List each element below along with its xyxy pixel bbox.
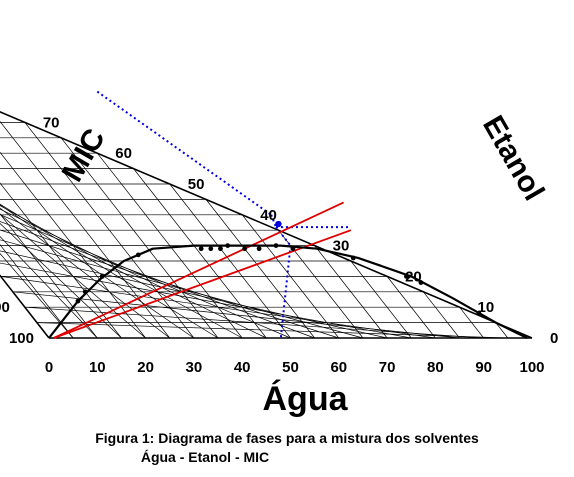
grid-line-agua-85 [12,291,460,339]
grid-line-mic-95 [495,322,509,339]
data-point-11 [290,246,296,252]
grid-line-agua-75 [0,262,412,339]
caption-line-2: Água - Etanol - MIC [141,449,269,465]
data-point-12 [350,255,356,261]
grid-line-mic-70 [314,245,388,339]
tick-etanol-40: 40 [260,207,277,224]
grid-line-agua-95 [36,322,508,339]
grid-line-mic-75 [350,260,412,339]
data-point-10 [273,243,279,249]
tick-labels: 0102030405060708090100010203040506070809… [0,114,558,376]
composition-marker [275,220,282,228]
grid-line-agua-55 [0,221,315,339]
tick-etanol-10: 10 [478,299,495,316]
grid-line-mic-55 [205,199,315,339]
grid-line-agua-50 [0,214,291,339]
data-point-0 [75,298,81,304]
grid-line-mic-45 [133,168,267,339]
tick-agua-100: 100 [519,359,544,376]
data-point-5 [208,246,214,252]
tick-etanol-60: 60 [115,145,132,162]
experimental-points [75,220,482,316]
data-point-1 [82,289,88,295]
data-point-3 [135,252,141,258]
triangle-frame [0,110,533,339]
tick-agua-90: 90 [475,359,492,376]
data-point-4 [198,246,204,252]
tick-etanol-50: 50 [188,176,205,193]
grid-line-agua-60 [0,229,339,339]
construction-line-3 [279,245,292,339]
construction-line-1 [270,214,277,228]
grid-line-mic-35 [60,137,219,339]
tick-mic-90: 90 [0,299,10,316]
tick-agua-30: 30 [186,359,203,376]
grid-line-mic-80 [386,276,436,339]
axis-label-etanol: Etanol [476,110,550,206]
tick-agua-70: 70 [379,359,396,376]
tick-agua-50: 50 [282,359,299,376]
grid-line-agua-90 [24,306,484,339]
grid-line-agua-5 [0,253,74,339]
grid-line-agua-45 [0,208,267,339]
tick-mic-100: 100 [9,330,34,347]
tick-agua-40: 40 [234,359,251,376]
triangle-grid [0,120,509,339]
frame-right-edge [0,110,533,339]
data-point-6 [218,246,223,252]
construction-line-0 [96,90,272,216]
tie-line-1 [53,201,345,339]
data-point-9 [256,246,262,252]
data-point-2 [99,274,105,279]
grid-line-agua-65 [0,239,364,339]
construction-lines [96,90,349,339]
data-point-13 [404,274,409,279]
axis-label-agua: Água [263,380,349,418]
frame-left-edge [0,274,50,339]
grid-line-mic-15 [0,182,122,339]
tick-agua-20: 20 [137,359,154,376]
grid-line-mic-25 [0,120,171,339]
grid-line-mic-60 [241,214,340,339]
data-point-14 [418,280,424,285]
grid-line-mic-90 [459,306,484,339]
tick-etanol-0: 0 [550,330,558,347]
tick-agua-60: 60 [330,359,347,376]
tick-agua-0: 0 [45,359,53,376]
grid-line-mic-85 [423,291,460,339]
tick-etanol-30: 30 [333,238,350,255]
construction-line-2 [275,226,292,247]
grid-line-mic-5 [0,244,74,339]
tick-etanol-70: 70 [43,114,60,131]
tick-agua-80: 80 [427,359,444,376]
data-point-8 [242,246,248,252]
caption-line-1: Figura 1: Diagrama de fases para a mistu… [95,430,479,446]
tick-agua-10: 10 [89,359,106,376]
data-point-7 [225,243,231,249]
data-point-15 [476,310,482,316]
tick-etanol-20: 20 [405,268,422,285]
grid-line-agua-15 [0,223,122,339]
